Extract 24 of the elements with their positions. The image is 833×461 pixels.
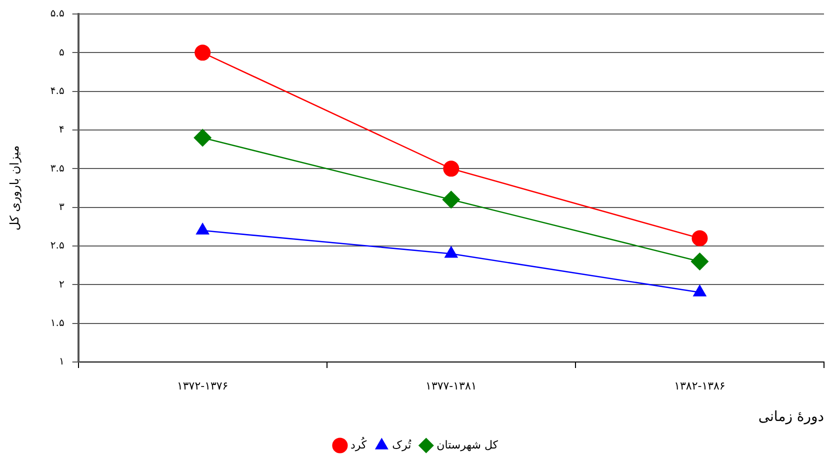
legend-label: کُرد <box>350 436 368 452</box>
point <box>690 252 709 270</box>
x-tick-label: ۱۳۷۷-۱۳۸۱ <box>426 379 477 392</box>
y-tick-label: ۱ <box>58 356 64 368</box>
y-axis-title: میزان باروری کل <box>7 145 22 231</box>
point <box>443 160 460 177</box>
x-tick-label: ۱۳۷۲-۱۳۷۶ <box>176 379 228 392</box>
y-tick-label: ۵.۵ <box>50 8 64 20</box>
point <box>194 128 212 147</box>
point <box>692 230 708 246</box>
y-tick-label: ۱.۵ <box>50 318 64 329</box>
legend-label: تُرک <box>392 438 412 452</box>
y-tick-label: ۵ <box>58 47 64 58</box>
y-tick-label: ۴ <box>58 124 64 136</box>
y-tick-label: ۴.۵ <box>50 86 64 97</box>
y-tick-label: ۲ <box>58 279 64 290</box>
x-tick-label: ۱۳۸۲-۱۳۸۶ <box>674 379 726 392</box>
y-tick-label: ۳ <box>58 202 65 213</box>
point <box>194 44 211 61</box>
point <box>442 190 460 209</box>
x-axis-title: دورهٔ زمانی <box>758 409 824 426</box>
y-tick-label: ۳.۵ <box>50 163 64 174</box>
legend-label: کل شهرستان <box>436 438 499 452</box>
y-tick-label: ۲.۵ <box>50 240 64 252</box>
